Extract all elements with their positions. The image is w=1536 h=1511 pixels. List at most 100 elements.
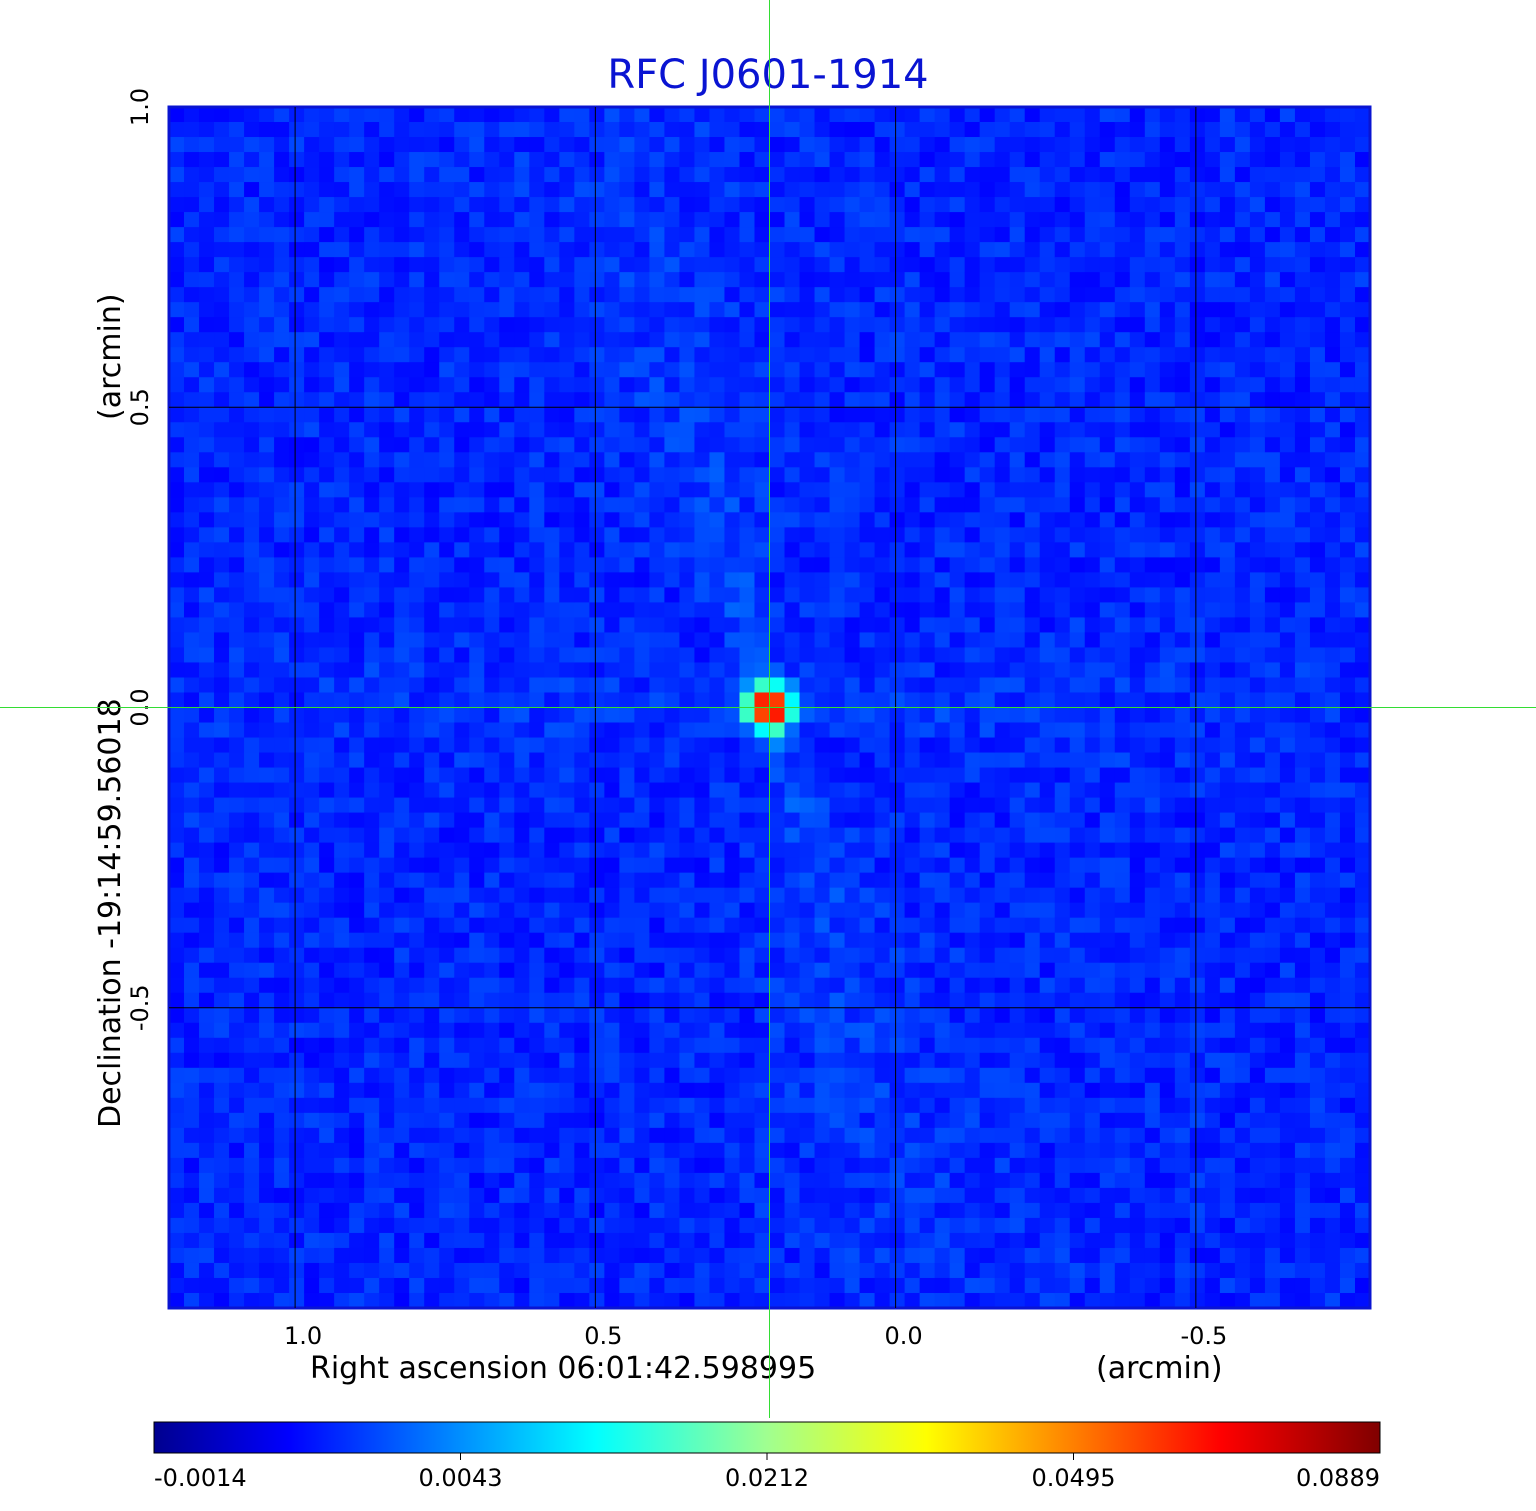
image-pixel [409,1097,425,1114]
image-pixel [919,992,936,1009]
image-pixel [409,632,425,648]
image-pixel [214,1157,230,1174]
image-pixel [1009,707,1026,723]
image-pixel [229,632,245,648]
image-pixel [589,812,605,828]
image-pixel [949,1082,966,1099]
image-pixel [979,947,996,964]
image-pixel [469,707,485,723]
image-pixel [829,227,845,243]
image-pixel [364,332,380,348]
image-pixel [1024,632,1041,648]
image-pixel [1069,332,1086,348]
image-pixel [634,107,650,123]
image-pixel [1084,422,1101,438]
image-pixel [649,662,665,678]
image-pixel [409,302,425,318]
image-pixel [469,197,485,213]
image-pixel [364,467,380,483]
image-pixel [244,107,260,123]
image-pixel [619,377,635,393]
image-pixel [529,137,545,153]
image-pixel [274,1082,290,1099]
image-pixel [364,227,380,243]
image-pixel [634,827,650,844]
image-pixel [364,272,380,288]
image-pixel [424,272,440,288]
image-pixel [784,557,800,573]
image-pixel [1024,227,1041,243]
image-pixel [544,782,560,798]
image-pixel [604,977,620,994]
image-pixel [439,1262,455,1279]
image-pixel [439,227,455,243]
image-pixel [304,677,320,693]
image-pixel [349,527,365,543]
image-pixel [289,362,305,378]
image-pixel [604,227,620,243]
image-pixel [604,1082,620,1099]
image-pixel [1009,647,1026,663]
image-pixel [529,512,545,528]
image-pixel [889,257,906,273]
image-pixel [529,602,545,618]
image-pixel [199,827,215,844]
image-pixel [979,1292,996,1308]
image-pixel [559,437,575,453]
image-pixel [229,872,245,889]
image-pixel [634,527,650,543]
image-pixel [694,617,710,633]
image-pixel [214,842,230,859]
image-pixel [244,227,260,243]
image-pixel [409,212,425,228]
image-pixel [424,557,440,573]
image-pixel [1099,377,1116,393]
image-pixel [559,1052,575,1069]
image-pixel [514,257,530,273]
image-pixel [664,392,680,408]
image-pixel [799,362,815,378]
image-pixel [994,1007,1011,1024]
image-pixel [1099,302,1116,318]
image-pixel [649,812,665,828]
image-pixel [619,572,635,588]
image-pixel [784,182,800,198]
image-pixel [784,1292,800,1308]
image-pixel [859,257,875,273]
image-pixel [424,302,440,318]
image-pixel [514,692,530,708]
image-pixel [379,692,395,708]
image-pixel [664,677,680,693]
image-pixel [589,287,605,303]
image-pixel [859,1292,875,1308]
image-pixel [1069,1022,1086,1039]
image-pixel [364,197,380,213]
image-pixel [679,1127,695,1144]
image-pixel [169,827,185,844]
image-pixel [529,272,545,288]
image-pixel [409,692,425,708]
image-pixel [169,1172,185,1189]
image-pixel [229,1142,245,1159]
image-pixel [259,1052,275,1069]
image-pixel [214,392,230,408]
image-pixel [529,1187,545,1204]
image-pixel [889,632,906,648]
image-pixel [874,122,890,138]
image-pixel [799,467,815,483]
image-pixel [739,362,755,378]
image-pixel [709,602,725,618]
image-pixel [574,437,590,453]
image-pixel [1099,542,1116,558]
image-pixel [334,1172,350,1189]
image-pixel [904,437,921,453]
image-pixel [994,782,1011,798]
image-pixel [919,182,936,198]
image-pixel [259,272,275,288]
image-pixel [274,827,290,844]
image-pixel [934,842,951,859]
image-pixel [1054,1217,1071,1234]
image-pixel [769,977,785,994]
image-pixel [634,1277,650,1294]
image-pixel [424,1037,440,1054]
